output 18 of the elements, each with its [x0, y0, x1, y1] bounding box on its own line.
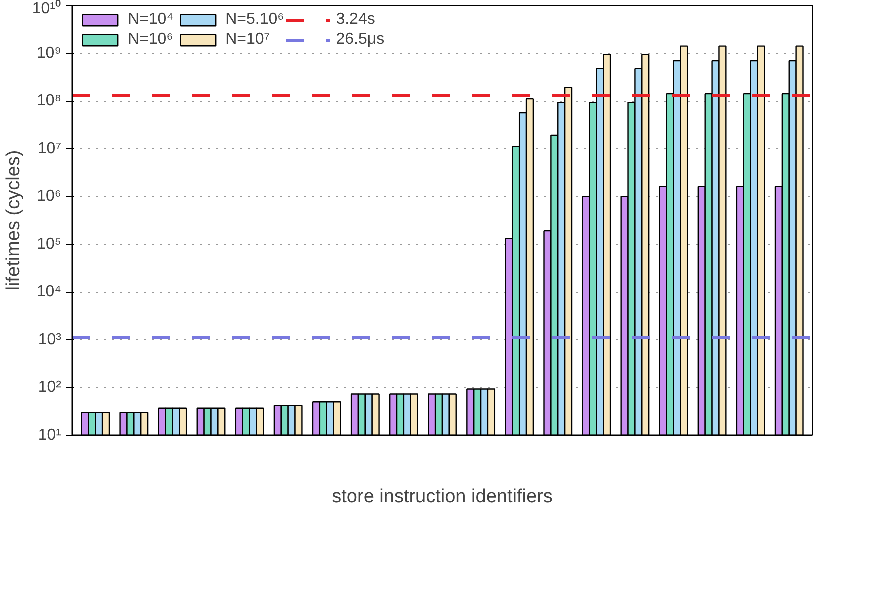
y-tick-label: 10¹⁰ — [32, 0, 62, 18]
y-tick-label: 10⁷ — [38, 140, 62, 158]
legend-label: N=5.10⁶ — [226, 11, 284, 29]
x-axis-title: store instruction identifiers — [332, 486, 553, 508]
y-tick-label: 10² — [38, 379, 62, 396]
y-tick-label: 10⁹ — [36, 44, 62, 62]
y-tick-label: 10³ — [38, 331, 62, 348]
y-axis-title: lifetimes (cycles) — [3, 150, 24, 291]
legend-label: N=10⁴ — [128, 11, 174, 29]
legend-label: 3.24s — [336, 11, 376, 29]
y-tick-label: 10⁸ — [36, 92, 62, 110]
y-tick-label: 10⁵ — [37, 236, 62, 253]
y-tick-label: 10⁴ — [36, 284, 62, 301]
legend-label: 26.5μs — [336, 31, 385, 49]
y-tick-label: 10¹ — [38, 427, 62, 444]
y-tick-label: 10⁶ — [37, 188, 62, 206]
legend-label: N=10⁶ — [128, 31, 174, 49]
legend-label: N=10⁷ — [226, 31, 270, 49]
